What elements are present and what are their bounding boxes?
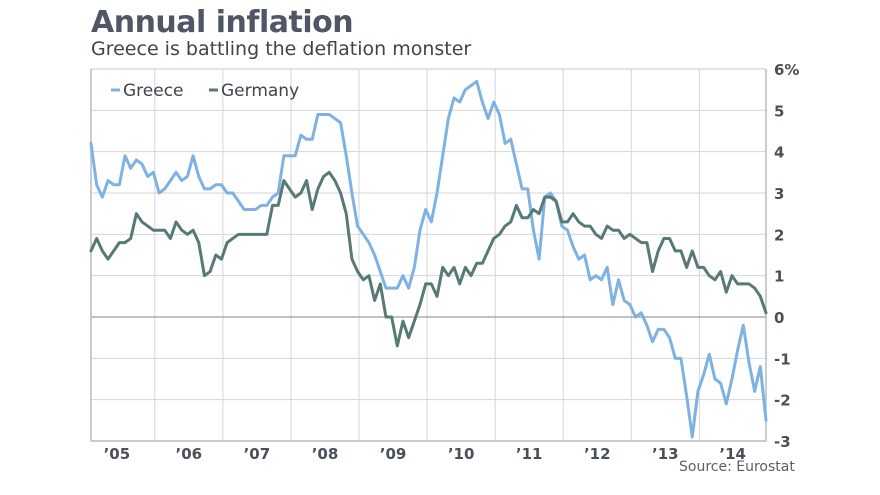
series-line-germany xyxy=(89,170,768,348)
y-tick-label: 5 xyxy=(774,102,784,120)
y-tick-label: 6% xyxy=(774,61,799,79)
x-tick-label: ’05 xyxy=(104,445,131,463)
legend: Greece Germany xyxy=(111,81,299,101)
x-tick-label: ’08 xyxy=(312,445,339,463)
grid xyxy=(91,69,766,441)
y-tick-label: 3 xyxy=(774,185,784,203)
chart-subtitle: Greece is battling the deflation monster xyxy=(91,38,472,60)
x-tick-label: ’09 xyxy=(380,445,407,463)
x-tick-label: ’12 xyxy=(584,445,611,463)
x-tick-label: ’10 xyxy=(448,445,475,463)
x-tick-label: ’11 xyxy=(516,445,543,463)
source-note: Source: Eurostat xyxy=(679,459,795,475)
series-lines xyxy=(89,79,768,439)
x-tick-label: ’06 xyxy=(176,445,203,463)
y-tick-label: -1 xyxy=(774,350,791,368)
legend-label-greece: Greece xyxy=(123,81,184,101)
x-axis-ticks: ’05 ’06 ’07 ’08 ’09 ’10 ’11 ’12 ’13 ’14 xyxy=(104,445,746,463)
y-tick-label: 2 xyxy=(774,226,784,244)
chart-title: Annual inflation xyxy=(91,5,354,40)
plot-frame xyxy=(90,68,767,442)
y-tick-label: 4 xyxy=(774,144,784,162)
y-tick-label: -2 xyxy=(774,392,791,410)
y-axis-ticks: 6% 5 4 3 2 1 0 -1 -2 -3 xyxy=(774,61,799,451)
x-tick-label: ’07 xyxy=(244,445,271,463)
y-tick-label: 0 xyxy=(774,309,784,327)
x-tick-label: ’14 xyxy=(719,445,746,463)
series-line-greece xyxy=(89,79,768,439)
x-tick-label: ’13 xyxy=(652,445,679,463)
y-tick-label: -3 xyxy=(774,433,791,451)
legend-label-germany: Germany xyxy=(221,81,299,101)
y-tick-label: 1 xyxy=(774,268,784,286)
